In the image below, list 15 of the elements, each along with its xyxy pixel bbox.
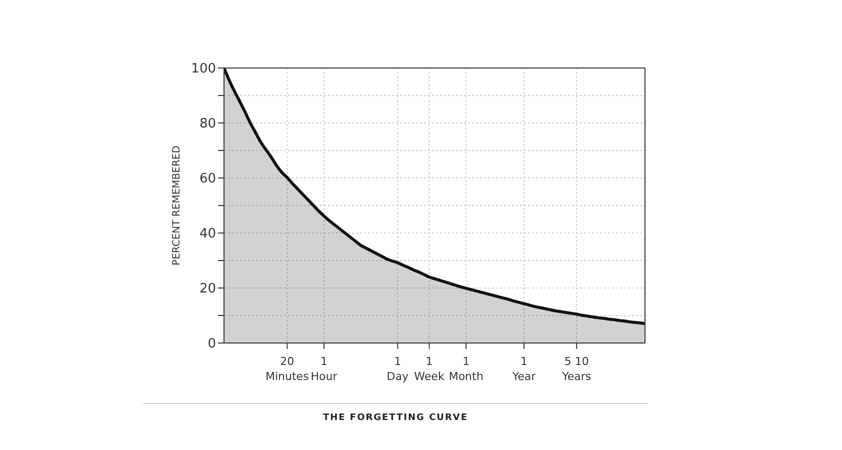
x-tick-label: 1 Week	[414, 355, 445, 383]
text: THE FORGETTING CURVE	[322, 413, 470, 423]
y-tick-label: 100	[191, 62, 216, 77]
x-tick-label: 5 10 Years	[561, 355, 592, 383]
y-tick-label: 40	[199, 226, 216, 242]
x-tick-label: 1 Month	[448, 355, 484, 383]
x-tick-label: 1 Hour	[310, 355, 338, 383]
x-tick-label: 1 Year	[511, 355, 536, 383]
x-tick-label: 1 Day	[386, 355, 410, 383]
y-tick-label: 60	[199, 172, 216, 187]
y-tick-label: 0	[208, 336, 216, 352]
x-tick-label: 20 Minutes	[265, 355, 310, 383]
y-tick-label: 80	[199, 116, 216, 132]
y-tick-label: 20	[199, 282, 216, 297]
y-axis-title: PERCENT REMEMBERED	[172, 145, 183, 266]
